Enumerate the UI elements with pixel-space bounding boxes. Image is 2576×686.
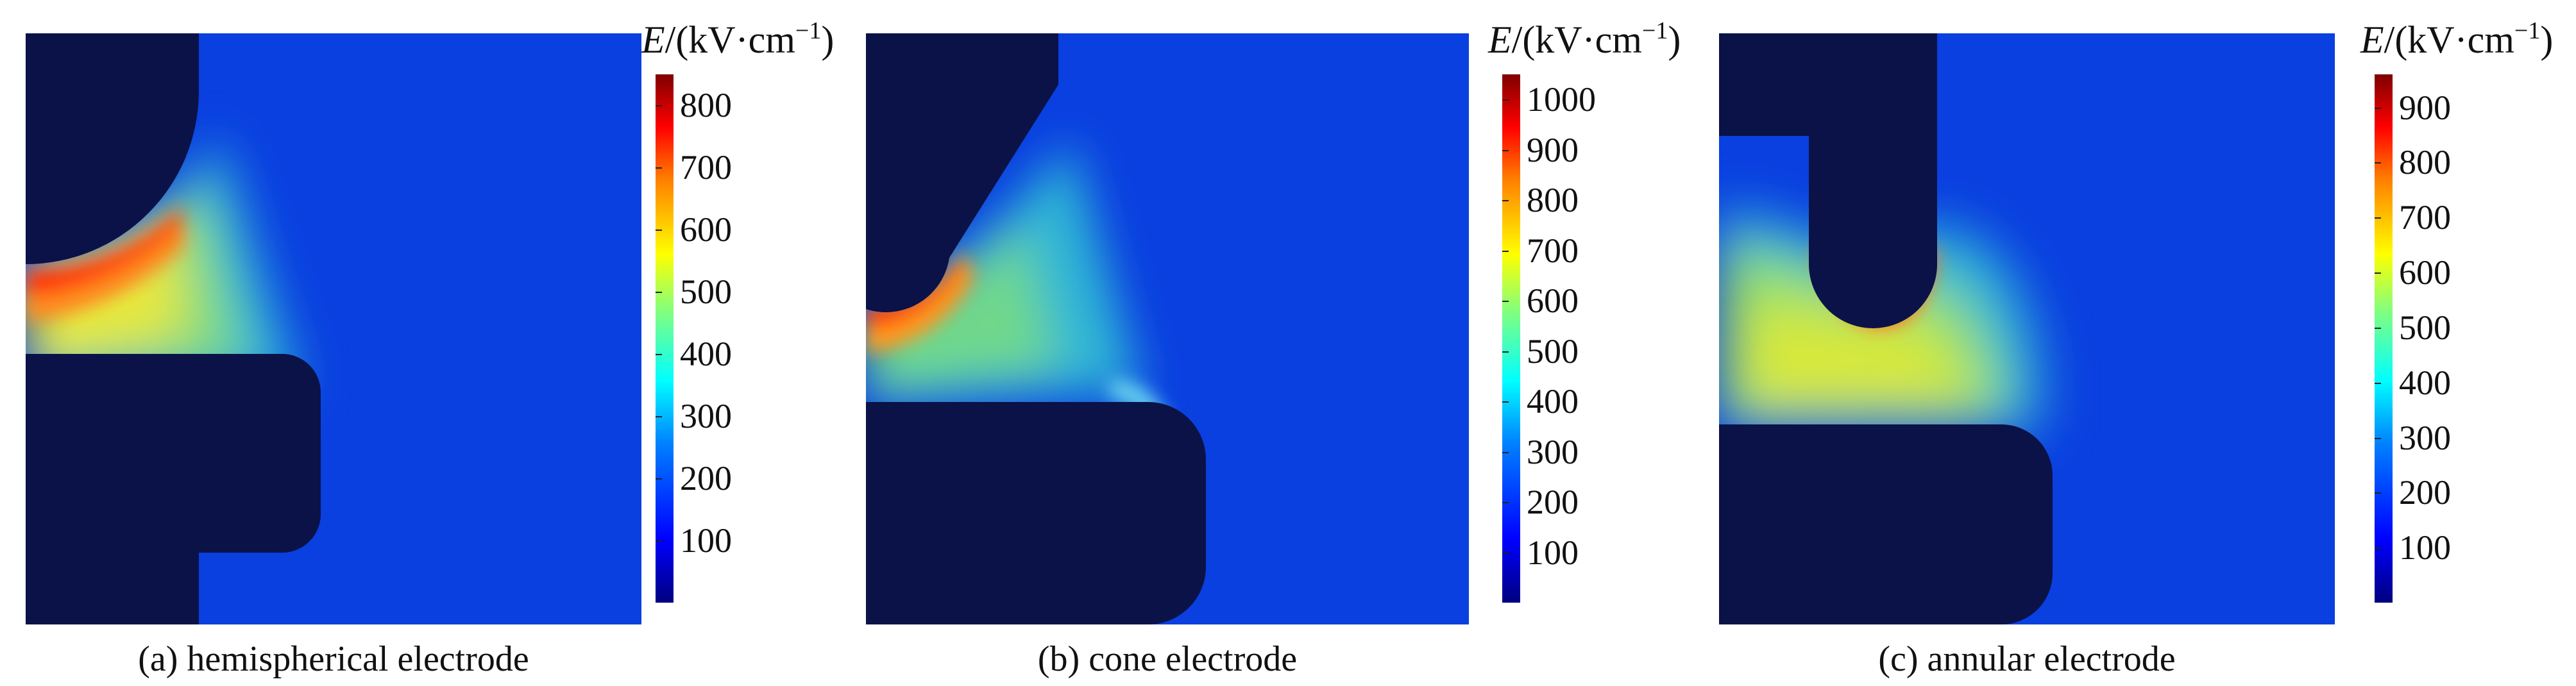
field-map-c	[1719, 33, 2335, 624]
colorbar-tick-label: 300	[656, 397, 732, 436]
colorbar-c	[2375, 74, 2393, 603]
colorbar-tick-label: 500	[656, 272, 732, 312]
field-plot-b	[866, 33, 1469, 624]
colorbar-tick-label: 100	[656, 521, 732, 560]
colorbar-tick-label: 500	[1502, 331, 1579, 371]
colorbar-tick-label: 100	[1502, 533, 1579, 572]
field-plot-a	[26, 33, 641, 624]
colorbar-tick-label: 400	[1502, 382, 1579, 421]
colorbar-tick-label: 600	[2375, 253, 2451, 292]
colorbar-tick-label: 100	[2375, 528, 2451, 567]
colorbar-tick-label: 500	[2375, 308, 2451, 347]
field-map-a	[26, 33, 641, 624]
colorbar-tick-label: 200	[656, 459, 732, 498]
colorbar-tick-label: 900	[2375, 88, 2451, 127]
ground-electrode-a	[26, 354, 321, 624]
colorbar-tick-label: 200	[1502, 483, 1579, 522]
colorbar-a	[656, 74, 674, 603]
colorbar-title-b: E/(kV·cm−1)	[1488, 17, 1681, 61]
colorbar-tick-label: 800	[2375, 143, 2451, 182]
colorbar-tick-label: 800	[656, 86, 732, 125]
caption-c: (c) annular electrode	[1878, 639, 2176, 679]
colorbar-tick-label: 1000	[1502, 80, 1596, 119]
colorbar-tick-label: 400	[2375, 363, 2451, 402]
panel-a: E/(kV·cm−1) (a) hemispherical electrode …	[0, 0, 860, 686]
colorbar-tick-label: 700	[1502, 231, 1579, 270]
field-map-b	[866, 33, 1469, 624]
cone-electrode	[866, 33, 1058, 312]
colorbar-tick-label: 900	[1502, 130, 1579, 169]
caption-b: (b) cone electrode	[1037, 639, 1298, 679]
caption-a: (a) hemispherical electrode	[138, 639, 529, 679]
ground-electrode-b	[866, 402, 1207, 624]
field-plot-c	[1719, 33, 2335, 624]
colorbar-tick-label: 300	[1502, 432, 1579, 471]
hemispherical-electrode	[26, 33, 199, 264]
ground-electrode-c	[1719, 424, 2053, 624]
annular-electrode	[1719, 33, 1937, 328]
panel-c: E/(kV·cm−1) (c) annular electrode 100 200…	[1719, 0, 2576, 686]
colorbar-tick-label: 200	[2375, 473, 2451, 512]
panel-b: E/(kV·cm−1) (b) cone electrode 100 200 300…	[860, 0, 1719, 686]
colorbar-tick-label: 600	[1502, 281, 1579, 321]
colorbar-tick-label: 400	[656, 335, 732, 374]
colorbar-tick-label: 700	[656, 148, 732, 187]
colorbar-title-a: E/(kV·cm−1)	[641, 17, 835, 61]
colorbar-tick-label: 300	[2375, 418, 2451, 457]
colorbar-b	[1502, 74, 1520, 603]
colorbar-title-c: E/(kV·cm−1)	[2360, 17, 2554, 61]
colorbar-tick-label: 800	[1502, 181, 1579, 220]
colorbar-tick-label: 600	[656, 210, 732, 249]
colorbar-tick-label: 700	[2375, 198, 2451, 237]
